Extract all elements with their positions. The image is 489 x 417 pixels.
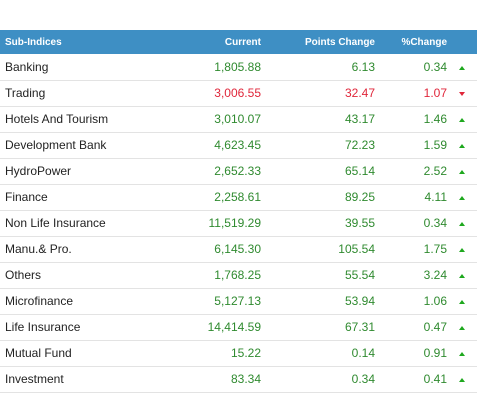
- sub-index-name: Microfinance: [5, 294, 74, 308]
- arrow-cell: [447, 158, 477, 184]
- pct-change-value: 0.41: [423, 372, 447, 386]
- current-value: 2,258.61: [214, 190, 261, 204]
- points-change-value: 0.14: [351, 346, 375, 360]
- up-arrow-icon: [459, 377, 465, 382]
- points-change-value: 32.47: [344, 86, 375, 100]
- pct-change-value: 1.46: [423, 112, 447, 126]
- table-row[interactable]: Banking 1,805.88 6.13 0.34: [0, 54, 477, 80]
- table-row[interactable]: Others 1,768.25 55.54 3.24: [0, 262, 477, 288]
- arrow-cell: [447, 314, 477, 340]
- current-value: 83.34: [230, 372, 261, 386]
- up-arrow-icon: [459, 221, 465, 226]
- points-change-value: 72.23: [344, 138, 375, 152]
- table-row[interactable]: HydroPower 2,652.33 65.14 2.52: [0, 158, 477, 184]
- up-arrow-icon: [459, 299, 465, 304]
- points-change-value: 67.31: [344, 320, 375, 334]
- pct-change-value: 0.34: [423, 216, 447, 230]
- arrow-cell: [447, 106, 477, 132]
- current-value: 11,519.29: [208, 216, 262, 230]
- table-row[interactable]: Mutual Fund 15.22 0.14 0.91: [0, 340, 477, 366]
- arrow-cell: [447, 184, 477, 210]
- up-arrow-icon: [459, 169, 465, 174]
- up-arrow-icon: [459, 273, 465, 278]
- table-row[interactable]: Investment 83.34 0.34 0.41: [0, 366, 477, 392]
- pct-change-value: 0.34: [423, 59, 447, 74]
- table-row[interactable]: Development Bank 4,623.45 72.23 1.59: [0, 132, 477, 158]
- arrow-cell: [447, 80, 477, 106]
- header-pct-change[interactable]: %Change: [401, 36, 447, 48]
- table-row[interactable]: Non Life Insurance 11,519.29 39.55 0.34: [0, 210, 477, 236]
- current-value: 2,652.33: [214, 164, 261, 178]
- table-row[interactable]: Microfinance 5,127.13 53.94 1.06: [0, 288, 477, 314]
- sub-index-name: Mutual Fund: [5, 346, 72, 360]
- table-row[interactable]: Manu.& Pro. 6,145.30 105.54 1.75: [0, 236, 477, 262]
- pct-change-value: 4.11: [424, 190, 447, 204]
- current-value: 1,805.88: [214, 59, 261, 74]
- header-current[interactable]: Current: [224, 36, 261, 48]
- pct-change-value: 0.47: [423, 320, 447, 334]
- pct-change-value: 0.91: [423, 346, 447, 360]
- sub-index-name: Finance: [5, 190, 48, 204]
- points-change-value: 39.55: [344, 216, 375, 230]
- arrow-cell: [447, 132, 477, 158]
- current-value: 3,006.55: [214, 86, 261, 100]
- up-arrow-icon: [459, 325, 465, 330]
- header-sub-indices[interactable]: Sub-Indices: [5, 36, 62, 48]
- pct-change-value: 3.24: [423, 268, 447, 282]
- header-points-change[interactable]: Points Change: [304, 36, 375, 48]
- current-value: 5,127.13: [214, 294, 261, 308]
- up-arrow-icon: [459, 143, 465, 148]
- down-arrow-icon: [459, 91, 465, 96]
- points-change-value: 105.54: [338, 242, 375, 256]
- table-row[interactable]: Life Insurance 14,414.59 67.31 0.47: [0, 314, 477, 340]
- current-value: 6,145.30: [214, 242, 261, 256]
- arrow-cell: [447, 54, 477, 80]
- sub-index-name: Manu.& Pro.: [5, 242, 72, 256]
- arrow-cell: [447, 366, 477, 392]
- table-row[interactable]: Hotels And Tourism 3,010.07 43.17 1.46: [0, 106, 477, 132]
- pct-change-value: 1.75: [423, 242, 447, 256]
- points-change-value: 0.34: [351, 372, 375, 386]
- up-arrow-icon: [459, 247, 465, 252]
- points-change-value: 6.13: [351, 59, 375, 74]
- points-change-value: 43.17: [344, 112, 375, 126]
- arrow-cell: [447, 340, 477, 366]
- table-row[interactable]: Finance 2,258.61 89.25 4.11: [0, 184, 477, 210]
- up-arrow-icon: [459, 195, 465, 200]
- points-change-value: 89.25: [344, 190, 375, 204]
- up-arrow-icon: [459, 117, 465, 122]
- pct-change-value: 1.07: [423, 86, 447, 100]
- current-value: 3,010.07: [214, 112, 261, 126]
- sub-indices-table: Sub-Indices Current Points Change %Chang…: [0, 30, 477, 393]
- header-arrow-spacer: [447, 30, 477, 54]
- sub-index-name: Life Insurance: [5, 320, 81, 334]
- arrow-cell: [447, 288, 477, 314]
- pct-change-value: 1.59: [423, 138, 447, 152]
- sub-index-name: Investment: [5, 372, 64, 386]
- up-arrow-icon: [459, 351, 465, 356]
- sub-index-name: Non Life Insurance: [5, 216, 106, 230]
- sub-index-name: Trading: [5, 86, 46, 100]
- pct-change-value: 1.06: [423, 294, 447, 308]
- table-row[interactable]: Trading 3,006.55 32.47 1.07: [0, 80, 477, 106]
- sub-index-name: Development Bank: [5, 138, 107, 152]
- sub-index-name: Banking: [5, 59, 49, 74]
- sub-index-name: HydroPower: [5, 164, 72, 178]
- sub-index-name: Others: [5, 268, 42, 282]
- current-value: 14,414.59: [207, 320, 261, 334]
- points-change-value: 65.14: [344, 164, 375, 178]
- current-value: 4,623.45: [214, 138, 261, 152]
- pct-change-value: 2.52: [423, 164, 447, 178]
- up-arrow-icon: [459, 65, 465, 70]
- sub-indices-panel: Sub-Indices Current Points Change %Chang…: [0, 30, 477, 393]
- current-value: 1,768.25: [214, 268, 261, 282]
- arrow-cell: [447, 262, 477, 288]
- current-value: 15.22: [230, 346, 261, 360]
- arrow-cell: [447, 236, 477, 262]
- sub-index-name: Hotels And Tourism: [5, 112, 109, 126]
- points-change-value: 53.94: [344, 294, 375, 308]
- table-header-row: Sub-Indices Current Points Change %Chang…: [0, 30, 477, 54]
- arrow-cell: [447, 210, 477, 236]
- points-change-value: 55.54: [344, 268, 375, 282]
